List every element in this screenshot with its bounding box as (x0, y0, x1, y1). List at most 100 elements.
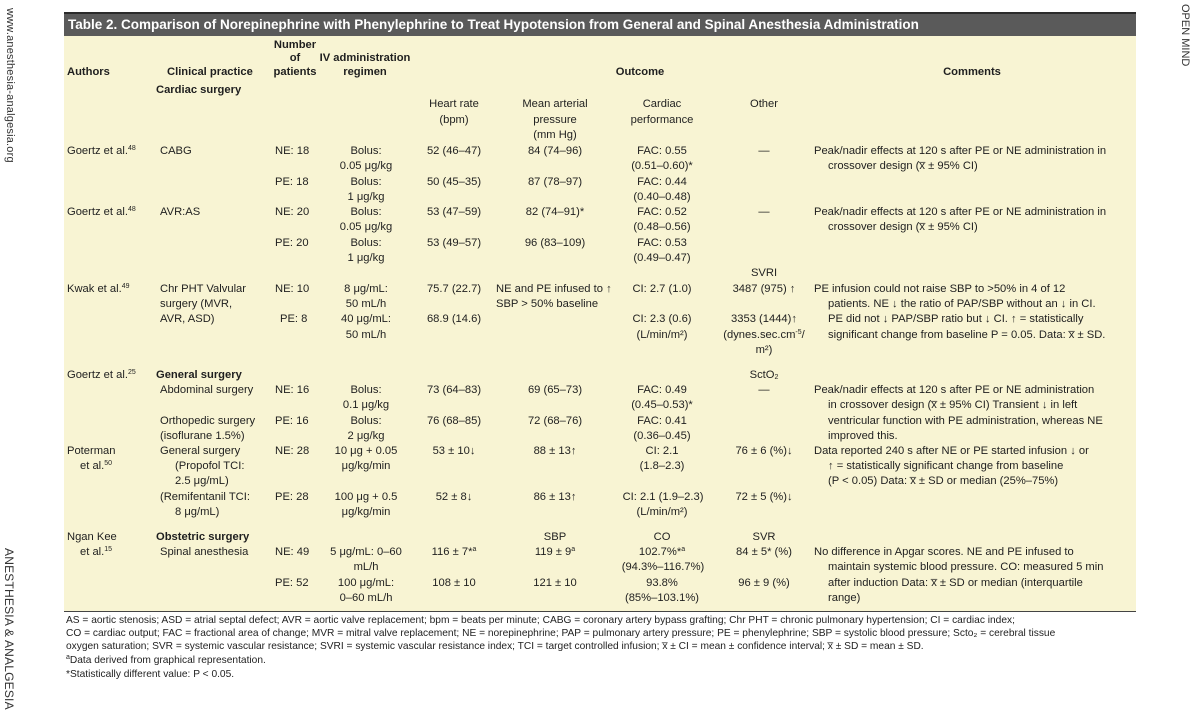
author-poterman-etal: et al.50 (80, 460, 113, 472)
regimen-text: 1 μg/kg (347, 191, 385, 203)
hr-value: 68.9 (14.6) (426, 313, 482, 325)
map-value: 87 (78–97) (527, 176, 583, 188)
cp-value: (L/min/m²) (636, 506, 688, 518)
other-value: — (758, 384, 770, 396)
table-top-rule (64, 12, 1136, 14)
practice-text: (Propofol TCI: (175, 460, 245, 472)
other-value: (dynes.sec.cm-5/ (723, 329, 805, 341)
comment-text: ventricular function with PE administrat… (828, 415, 1103, 427)
subheader-map-1: Mean arterial (522, 98, 588, 110)
comment-text: Peak/nadir effects at 120 s after PE or … (814, 206, 1107, 218)
subheader-hr-1: Heart rate (429, 98, 479, 110)
author-kwak: Kwak et al.49 (67, 283, 130, 295)
comment-text: PE infusion could not raise SBP to >50% … (814, 283, 1066, 295)
practice-text: Spinal anesthesia (160, 546, 249, 558)
comment-text: patients. NE ↓ the ratio of PAP/SBP with… (828, 298, 1096, 310)
header-iv-1: IV administration (319, 52, 411, 64)
n-pe-28: PE: 28 (275, 491, 309, 503)
cp-value: (L/min/m²) (636, 329, 688, 341)
n-pe-52: PE: 52 (275, 577, 309, 589)
n-ne-49: NE: 49 (275, 546, 310, 558)
comment-text: No difference in Apgar scores. NE and PE… (814, 546, 1074, 558)
regimen-text: mL/h (353, 561, 379, 573)
cp-value: CI: 2.3 (0.6) (632, 313, 692, 325)
author-ngan-kee: Ngan Kee (67, 531, 117, 543)
cp-value: (0.49–0.47) (633, 252, 691, 264)
map-subheader-sbp: SBP (543, 531, 567, 543)
comment-text: significant change from baseline P = 0.0… (828, 329, 1106, 341)
other-value: m²) (755, 344, 773, 356)
comment-text: Peak/nadir effects at 120 s after PE or … (814, 384, 1095, 396)
header-iv-2: regimen (343, 66, 387, 78)
practice-cabg: CABG (160, 145, 192, 157)
practice-text: 2.5 μg/mL) (175, 475, 229, 487)
section-general: General surgery (156, 369, 242, 381)
n-pe-18: PE: 18 (275, 176, 309, 188)
section-obstetric: Obstetric surgery (156, 531, 250, 543)
comment-text: range) (828, 592, 861, 604)
other-subheader-svr: SVR (752, 531, 776, 543)
hr-value: 52 (46–47) (426, 145, 482, 157)
regimen-text: μg/kg/min (341, 460, 391, 472)
comment-text: ↑ = statistically significant change fro… (828, 460, 1064, 472)
author-goertz-25: Goertz et al.25 (67, 369, 136, 381)
cp-value: CI: 2.1 (645, 445, 679, 457)
n-ne-18: NE: 18 (275, 145, 310, 157)
header-comments: Comments (943, 66, 1001, 78)
author-goertz-48a: Goertz et al.48 (67, 145, 136, 157)
cp-value: FAC: 0.44 (637, 176, 687, 188)
subheader-map-3: (mm Hg) (533, 129, 577, 141)
author-goertz-48b: Goertz et al.48 (67, 206, 136, 218)
other-value: 84 ± 5* (%) (736, 546, 792, 558)
regimen-text: 0.1 μg/kg (342, 399, 390, 411)
author-ngan-kee-etal: et al.15 (80, 546, 113, 558)
practice-text: General surgery (160, 445, 241, 457)
other-value: 72 ± 5 (%)↓ (735, 491, 793, 503)
other-value: — (758, 145, 770, 157)
footnote-abbrev-3: oxygen saturation; SVR = systemic vascul… (66, 641, 924, 652)
map-value: 86 ± 13↑ (533, 491, 577, 503)
other-subheader-scto2: SctO2 (749, 369, 779, 381)
regimen-text: 100 μg/mL: (337, 577, 395, 589)
hr-value: 116 ± 7*a (431, 546, 477, 558)
cp-value: 93.8% (646, 577, 678, 589)
cp-value: (1.8–2.3) (639, 460, 685, 472)
cp-value: FAC: 0.49 (637, 384, 687, 396)
subheader-cp-2: performance (630, 114, 694, 126)
comment-text: in crossover design (x̅ ± 95% CI) Transi… (828, 399, 1078, 411)
practice-text: Abdominal surgery (160, 384, 254, 396)
map-value: SBP > 50% baseline (496, 298, 599, 310)
footnote-abbrev-2: CO = cardiac output; FAC = fractional ar… (66, 628, 1056, 639)
subheader-hr-2: (bpm) (439, 114, 469, 126)
cp-value: (0.48–0.56) (633, 221, 691, 233)
header-authors: Authors (67, 66, 110, 78)
hr-value: 53 (47–59) (426, 206, 482, 218)
cp-value: FAC: 0.41 (637, 415, 687, 427)
cp-value: CI: 2.7 (1.0) (632, 283, 692, 295)
regimen-text: Bolus: (350, 237, 382, 249)
section-label: OPEN MIND (1179, 4, 1191, 67)
practice-text: AVR, ASD) (160, 313, 215, 325)
footnote-star: *Statistically different value: P < 0.05… (66, 669, 235, 680)
n-pe-8: PE: 8 (280, 313, 308, 325)
hr-value: 75.7 (22.7) (426, 283, 482, 295)
comment-text: Peak/nadir effects at 120 s after PE or … (814, 145, 1107, 157)
regimen-text: 0.05 μg/kg (339, 221, 393, 233)
practice-text: (Remifentanil TCI: (160, 491, 250, 503)
hr-value: 108 ± 10 (432, 577, 476, 589)
hr-value: 76 (68–85) (426, 415, 482, 427)
regimen-text: 0–60 mL/h (339, 592, 393, 604)
map-value: 121 ± 10 (533, 577, 577, 589)
subheader-other: Other (750, 98, 778, 110)
other-value: 76 ± 6 (%)↓ (735, 445, 793, 457)
regimen-text: Bolus: (350, 415, 382, 427)
regimen-text: 0.05 μg/kg (339, 160, 393, 172)
cp-value: (0.40–0.48) (633, 191, 691, 203)
map-value: 96 (83–109) (524, 237, 586, 249)
other-subheader-svri: SVRI (750, 267, 778, 279)
regimen-text: Bolus: (350, 206, 382, 218)
footnote-a: aData derived from graphical representat… (66, 654, 266, 666)
header-number-1: Number (273, 39, 317, 51)
n-ne-16: NE: 16 (275, 384, 310, 396)
map-value: 88 ± 13↑ (533, 445, 577, 457)
